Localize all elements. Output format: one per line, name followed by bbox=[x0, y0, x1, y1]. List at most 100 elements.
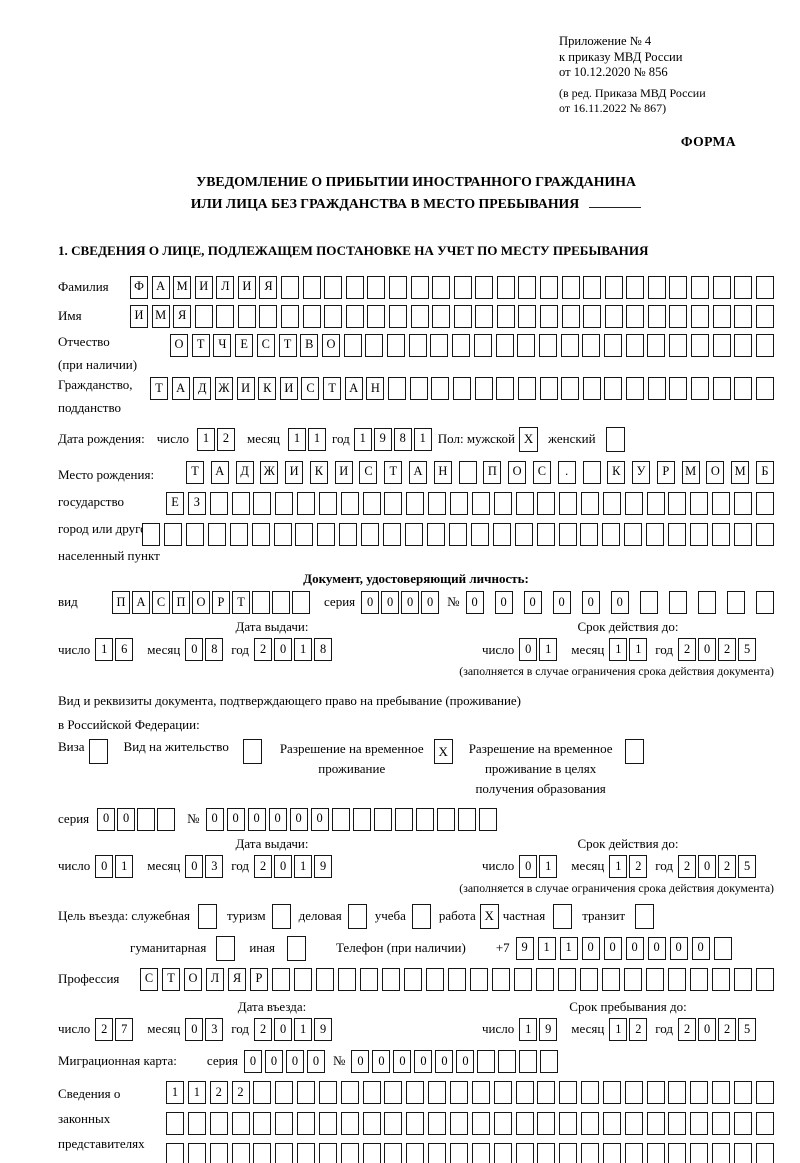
char-cell[interactable] bbox=[493, 1080, 512, 1104]
char-cell[interactable] bbox=[755, 275, 774, 299]
char-cell[interactable]: С bbox=[256, 333, 275, 357]
char-cell[interactable]: 2 bbox=[718, 1017, 737, 1041]
char-cell[interactable] bbox=[185, 522, 204, 546]
char-cell[interactable] bbox=[253, 1111, 272, 1135]
char-cell[interactable] bbox=[324, 304, 343, 328]
char-cell[interactable] bbox=[237, 304, 256, 328]
char-cell[interactable] bbox=[295, 522, 314, 546]
char-cell[interactable] bbox=[625, 333, 644, 357]
char-cell[interactable]: Т bbox=[191, 333, 210, 357]
char-cell[interactable]: 0 bbox=[421, 591, 440, 615]
purpose-tourism-checkbox[interactable] bbox=[271, 903, 291, 929]
char-cell[interactable] bbox=[734, 377, 753, 401]
char-cell[interactable] bbox=[297, 1111, 316, 1135]
char-cell[interactable] bbox=[383, 522, 402, 546]
char-cell[interactable]: 0 bbox=[307, 1049, 326, 1073]
char-cell[interactable] bbox=[712, 333, 731, 357]
char-cell[interactable]: 1 bbox=[187, 1080, 206, 1104]
char-cell[interactable] bbox=[669, 377, 688, 401]
char-cell[interactable]: 2 bbox=[629, 1017, 648, 1041]
char-cell[interactable] bbox=[734, 333, 753, 357]
char-cell[interactable]: Л bbox=[206, 967, 224, 991]
char-cell[interactable]: 0 bbox=[552, 591, 571, 615]
char-cell[interactable]: К bbox=[309, 460, 328, 484]
char-cell[interactable]: 2 bbox=[629, 854, 648, 878]
char-cell[interactable]: С bbox=[152, 591, 170, 615]
char-cell[interactable] bbox=[690, 333, 709, 357]
char-cell[interactable]: 0 bbox=[519, 638, 538, 662]
char-cell[interactable] bbox=[668, 491, 687, 515]
char-cell[interactable]: 1 bbox=[166, 1080, 184, 1104]
char-cell[interactable]: С bbox=[140, 967, 158, 991]
char-cell[interactable] bbox=[624, 1080, 643, 1104]
char-cell[interactable] bbox=[646, 1142, 665, 1163]
char-cell[interactable] bbox=[668, 967, 686, 991]
char-cell[interactable] bbox=[474, 377, 493, 401]
char-cell[interactable] bbox=[492, 522, 511, 546]
char-cell[interactable]: К bbox=[607, 460, 626, 484]
char-cell[interactable] bbox=[690, 1111, 709, 1135]
char-cell[interactable] bbox=[448, 522, 467, 546]
char-cell[interactable] bbox=[518, 275, 537, 299]
char-cell[interactable]: 7 bbox=[115, 1017, 134, 1041]
char-cell[interactable] bbox=[712, 1111, 731, 1135]
char-cell[interactable] bbox=[340, 1080, 359, 1104]
char-cell[interactable] bbox=[514, 522, 533, 546]
char-cell[interactable]: 2 bbox=[95, 1017, 114, 1041]
char-cell[interactable]: Р bbox=[250, 967, 268, 991]
char-cell[interactable]: 1 bbox=[308, 427, 327, 451]
char-cell[interactable]: 0 bbox=[286, 1049, 305, 1073]
char-cell[interactable]: 0 bbox=[494, 591, 513, 615]
char-cell[interactable]: И bbox=[237, 275, 256, 299]
char-cell[interactable] bbox=[604, 275, 623, 299]
char-cell[interactable]: 0 bbox=[274, 854, 293, 878]
char-cell[interactable]: 0 bbox=[698, 854, 717, 878]
char-cell[interactable]: 0 bbox=[226, 807, 245, 831]
char-cell[interactable]: 0 bbox=[581, 591, 600, 615]
char-cell[interactable]: Ж bbox=[260, 460, 279, 484]
char-cell[interactable]: 1 bbox=[559, 936, 578, 960]
char-cell[interactable] bbox=[755, 1080, 774, 1104]
char-cell[interactable]: 0 bbox=[698, 1017, 717, 1041]
char-cell[interactable]: 0 bbox=[698, 638, 717, 662]
char-cell[interactable] bbox=[302, 275, 321, 299]
char-cell[interactable] bbox=[755, 522, 774, 546]
char-cell[interactable] bbox=[406, 491, 425, 515]
char-cell[interactable]: 2 bbox=[254, 854, 273, 878]
char-cell[interactable] bbox=[668, 522, 687, 546]
char-cell[interactable] bbox=[755, 304, 774, 328]
char-cell[interactable]: 9 bbox=[314, 854, 333, 878]
char-cell[interactable] bbox=[582, 460, 601, 484]
char-cell[interactable]: 9 bbox=[314, 1017, 333, 1041]
char-cell[interactable]: 0 bbox=[274, 1017, 293, 1041]
char-cell[interactable]: 0 bbox=[647, 936, 666, 960]
char-cell[interactable] bbox=[453, 275, 472, 299]
char-cell[interactable] bbox=[297, 1142, 316, 1163]
char-cell[interactable] bbox=[493, 491, 512, 515]
char-cell[interactable]: О bbox=[321, 333, 340, 357]
char-cell[interactable] bbox=[281, 304, 300, 328]
char-cell[interactable] bbox=[755, 1111, 774, 1135]
char-cell[interactable] bbox=[582, 333, 601, 357]
char-cell[interactable] bbox=[272, 967, 290, 991]
char-cell[interactable] bbox=[697, 591, 716, 615]
char-cell[interactable] bbox=[253, 491, 272, 515]
char-cell[interactable]: 0 bbox=[185, 638, 204, 662]
char-cell[interactable] bbox=[231, 491, 250, 515]
char-cell[interactable]: П bbox=[112, 591, 130, 615]
char-cell[interactable] bbox=[514, 967, 532, 991]
char-cell[interactable]: 5 bbox=[738, 1017, 757, 1041]
char-cell[interactable] bbox=[558, 967, 576, 991]
char-cell[interactable] bbox=[137, 807, 156, 831]
char-cell[interactable]: 0 bbox=[185, 1017, 204, 1041]
char-cell[interactable]: 0 bbox=[669, 936, 688, 960]
char-cell[interactable]: А bbox=[132, 591, 150, 615]
char-cell[interactable]: 8 bbox=[314, 638, 333, 662]
char-cell[interactable]: М bbox=[731, 460, 750, 484]
char-cell[interactable] bbox=[317, 522, 336, 546]
char-cell[interactable] bbox=[669, 275, 688, 299]
char-cell[interactable]: 1 bbox=[539, 854, 558, 878]
char-cell[interactable] bbox=[726, 591, 745, 615]
char-cell[interactable] bbox=[668, 1111, 687, 1135]
char-cell[interactable]: Р bbox=[212, 591, 230, 615]
